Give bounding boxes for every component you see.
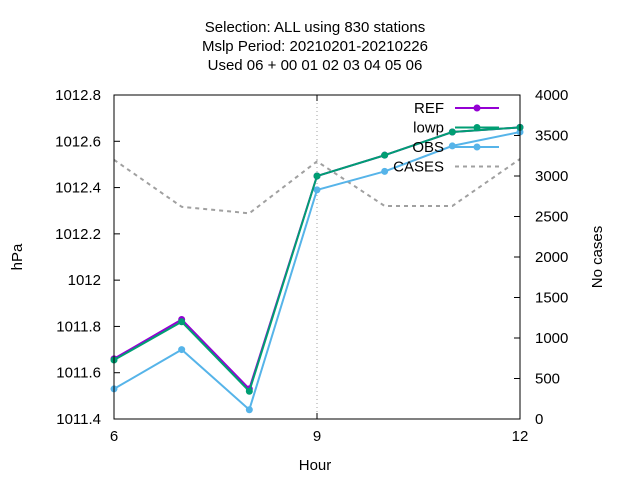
obs-point [448, 142, 456, 150]
y-tick-label: 1012.2 [55, 226, 101, 243]
lowp-point [381, 151, 389, 159]
y2-tick-label: 3000 [535, 168, 568, 185]
ref-series-line [113, 126, 521, 391]
legend-marker-lowp [473, 124, 481, 131]
axis-ticks: 6 9 12 1011.4 1011.6 1011.8 1012 1012.2 1012.4 10… [55, 87, 568, 445]
y-tick-label: 1012.8 [55, 87, 101, 104]
title-line-3: Used 06 + 00 01 02 03 04 05 06 [208, 57, 423, 74]
y2-axis-title: No cases [589, 226, 606, 289]
chart-title: Selection: ALL using 830 stations Mslp P… [202, 19, 428, 74]
legend-label-lowp: lowp [413, 120, 444, 137]
y-tick-label: 1011.4 [56, 411, 101, 428]
y2-tick-label: 4000 [535, 87, 568, 104]
y-tick-label: 1012.6 [55, 133, 101, 150]
y2-tick-label: 1000 [535, 330, 568, 347]
obs-point [245, 406, 253, 414]
y2-tick-label: 3500 [535, 128, 568, 145]
title-line-2: Mslp Period: 20210201-20210226 [202, 38, 428, 55]
y2-tick-label: 1500 [535, 290, 568, 307]
obs-point [313, 186, 321, 194]
y2-tick-label: 0 [535, 411, 543, 428]
y2-tick-label: 500 [535, 371, 560, 388]
obs-point [381, 167, 389, 175]
legend: REF lowp OBS CASES [393, 100, 499, 176]
y-tick-label: 1011.8 [56, 318, 101, 335]
lowp-point [313, 172, 321, 180]
y-tick-label: 1012.4 [55, 180, 101, 197]
legend-marker-obs [473, 143, 481, 151]
obs-point [178, 346, 186, 354]
y-tick-label: 1011.6 [56, 365, 101, 382]
lowp-point [245, 387, 253, 395]
title-line-1: Selection: ALL using 830 stations [205, 19, 425, 36]
lowp-point [448, 128, 456, 136]
legend-marker-ref [473, 104, 481, 112]
x-tick-label: 9 [313, 428, 321, 445]
cases-series-line [113, 158, 521, 215]
series-layer [110, 123, 524, 414]
y2-tick-label: 2000 [535, 249, 568, 266]
x-tick-label: 12 [512, 428, 529, 445]
y2-tick-label: 2500 [535, 209, 568, 226]
legend-label-ref: REF [414, 100, 444, 117]
lowp-point [178, 318, 186, 326]
y-axis-title: hPa [9, 243, 26, 270]
y-tick-label: 1012 [68, 272, 101, 289]
x-axis-title: Hour [299, 457, 332, 474]
x-tick-label: 6 [110, 428, 118, 445]
legend-label-cases: CASES [393, 159, 444, 176]
legend-label-obs: OBS [412, 139, 444, 156]
